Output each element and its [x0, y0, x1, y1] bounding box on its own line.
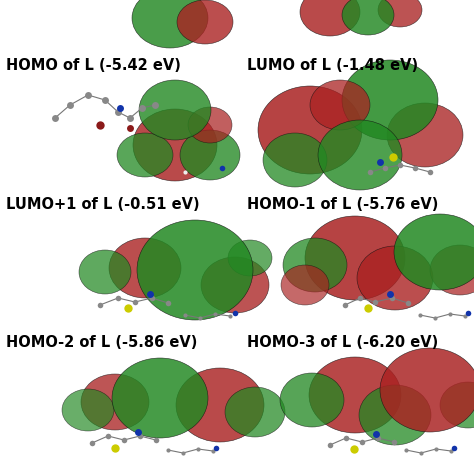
Ellipse shape	[225, 387, 285, 437]
Ellipse shape	[440, 382, 474, 428]
Ellipse shape	[81, 374, 149, 430]
Ellipse shape	[310, 80, 370, 130]
Ellipse shape	[133, 109, 217, 181]
Ellipse shape	[318, 120, 402, 190]
Ellipse shape	[283, 238, 347, 292]
Ellipse shape	[188, 107, 232, 143]
Ellipse shape	[387, 103, 463, 167]
Ellipse shape	[258, 86, 362, 174]
Ellipse shape	[263, 133, 327, 187]
Ellipse shape	[228, 240, 272, 276]
Ellipse shape	[177, 0, 233, 44]
Ellipse shape	[109, 238, 181, 298]
Ellipse shape	[132, 0, 208, 48]
Ellipse shape	[378, 0, 422, 27]
Ellipse shape	[180, 130, 240, 180]
Ellipse shape	[176, 368, 264, 442]
Ellipse shape	[305, 216, 405, 300]
Ellipse shape	[359, 385, 431, 445]
Ellipse shape	[112, 358, 208, 438]
Ellipse shape	[357, 246, 433, 310]
Ellipse shape	[342, 0, 394, 35]
Ellipse shape	[300, 0, 360, 36]
Ellipse shape	[79, 250, 131, 294]
Text: LUMO of L (-1.48 eV): LUMO of L (-1.48 eV)	[247, 58, 418, 73]
Ellipse shape	[280, 373, 344, 427]
Text: HOMO-2 of L (-5.86 eV): HOMO-2 of L (-5.86 eV)	[6, 335, 197, 350]
Text: HOMO-3 of L (-6.20 eV): HOMO-3 of L (-6.20 eV)	[247, 335, 438, 350]
Ellipse shape	[342, 60, 438, 140]
Text: LUMO+1 of L (-0.51 eV): LUMO+1 of L (-0.51 eV)	[6, 197, 200, 212]
Ellipse shape	[380, 348, 474, 432]
Ellipse shape	[394, 214, 474, 290]
Ellipse shape	[281, 265, 329, 305]
Ellipse shape	[201, 257, 269, 313]
Text: HOMO of L (-5.42 eV): HOMO of L (-5.42 eV)	[6, 58, 181, 73]
Ellipse shape	[430, 245, 474, 295]
Ellipse shape	[62, 389, 114, 431]
Ellipse shape	[137, 220, 253, 320]
Text: HOMO-1 of L (-5.76 eV): HOMO-1 of L (-5.76 eV)	[247, 197, 438, 212]
Ellipse shape	[309, 357, 401, 433]
Ellipse shape	[117, 133, 173, 177]
Ellipse shape	[139, 80, 211, 140]
